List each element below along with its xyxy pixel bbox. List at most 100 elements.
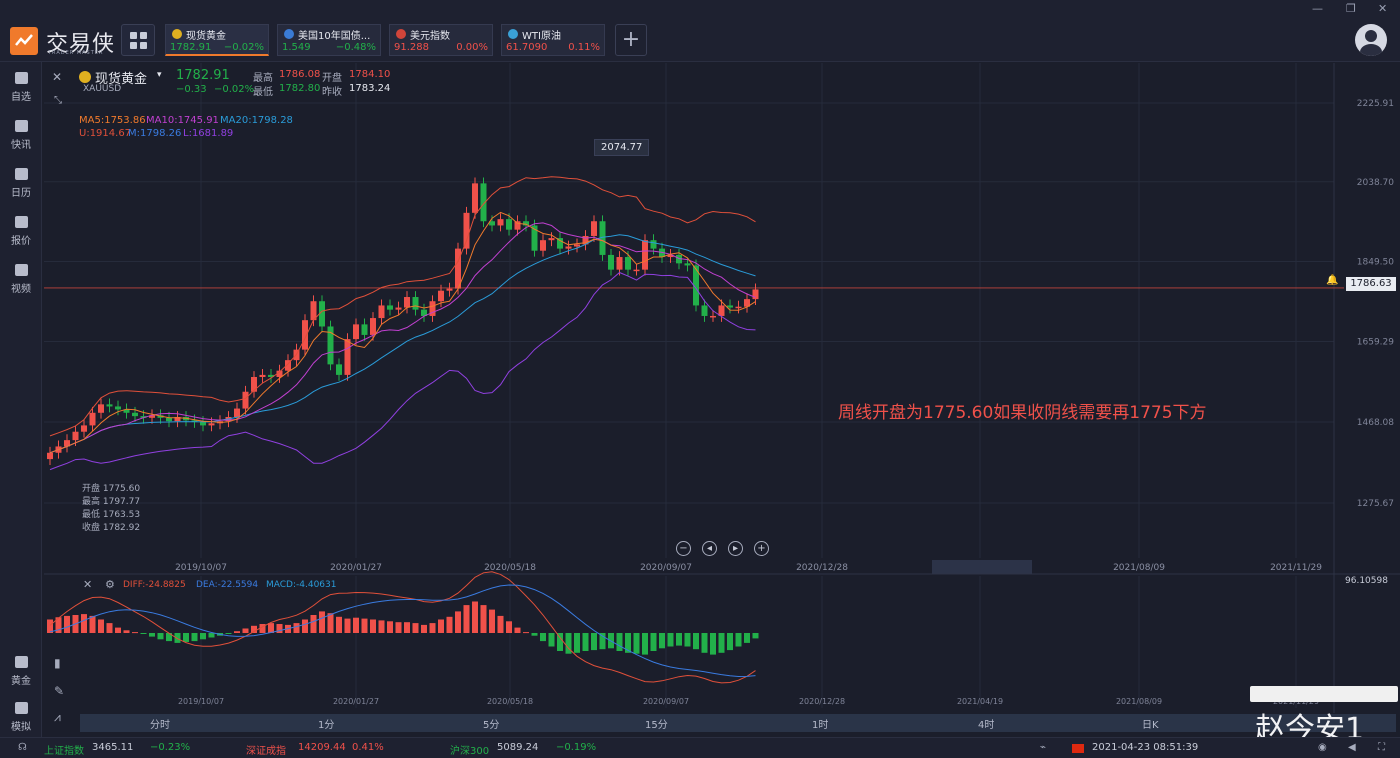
tab-3[interactable]: WTI原油 61.7090 0.11% — [501, 24, 605, 56]
timeframe-option[interactable]: 15分 — [645, 720, 668, 731]
minimize-icon[interactable]: — — [1312, 2, 1323, 15]
layout-grid-button[interactable] — [121, 24, 155, 56]
macd-bar — [174, 633, 181, 643]
macd-bar — [370, 619, 376, 633]
macd-bar — [149, 633, 155, 637]
sidebar-item-0[interactable]: 自选 — [0, 72, 42, 103]
ohlc-low: 最低 1763.53 — [82, 510, 141, 520]
scroll-left-button[interactable]: ◂ — [702, 541, 717, 556]
macd-bar — [166, 633, 172, 642]
zoom-in-button[interactable]: + — [754, 541, 769, 556]
sidebar-item-2[interactable]: 日历 — [0, 168, 42, 199]
close-icon[interactable]: ✕ — [1378, 2, 1388, 15]
collapse-icon[interactable]: ⤡ — [54, 95, 62, 106]
signal-icon[interactable]: ⌁ — [1040, 742, 1047, 753]
macd-bar — [64, 615, 70, 633]
sidebar-item-4[interactable]: 视频 — [0, 264, 42, 295]
crosshair-date-bg — [932, 560, 1032, 574]
sidebar-item-3[interactable]: 报价 — [0, 216, 42, 247]
chart-area[interactable]: 2225.91 2038.70 1849.50 1659.29 1468.08 1275.… — [44, 63, 1400, 737]
timeframe-option[interactable]: 1分 — [318, 720, 335, 731]
candle — [166, 417, 172, 422]
sidebar-item-6[interactable]: 模拟 — [0, 702, 42, 733]
candle — [480, 183, 487, 222]
candle — [718, 305, 725, 316]
candle — [191, 420, 198, 423]
macd-bar — [421, 624, 427, 633]
instrument-dropdown-icon[interactable]: ▾ — [157, 70, 162, 80]
sidebar-item-5[interactable]: 黄金 — [0, 656, 42, 687]
video-icon — [14, 264, 28, 276]
macd-bar — [548, 633, 555, 647]
candle — [438, 290, 444, 302]
add-tab-button[interactable]: + — [615, 24, 647, 56]
macd-value-label: MACD:-4.40631 — [266, 580, 337, 590]
boll-middle-label: M:1798.26 — [128, 128, 182, 139]
candle — [285, 360, 291, 371]
macd-dea-label: DEA:-22.5594 — [196, 580, 259, 590]
sidebar-item-1[interactable]: 快讯 — [0, 120, 42, 151]
line-chart-icon[interactable]: ⩘ — [54, 710, 61, 724]
tab-2[interactable]: 美元指数 91.288 0.00% — [389, 24, 493, 56]
candle — [344, 339, 351, 375]
tab-change: −0.48% — [335, 42, 376, 53]
candle — [650, 240, 657, 249]
macd-diff-label: DIFF:-24.8825 — [123, 580, 186, 590]
macd-x-tick-label: 2019/10/07 — [178, 697, 224, 706]
candle — [98, 404, 104, 413]
macd-bar — [701, 633, 708, 653]
top-bar: 交易侠 TRADER MASTER 现货黄金 1782.91 −0.02% 美国10年… — [0, 0, 1400, 62]
tab-label: 美国10年国债... — [298, 31, 371, 42]
macd-bar — [395, 622, 402, 633]
sidebar-item-label: 黄金 — [11, 676, 31, 687]
timeframe-option[interactable]: 分时 — [150, 720, 170, 731]
timeframe-option[interactable]: 日K — [1142, 720, 1159, 731]
instrument-name[interactable]: 现货黄金 — [95, 72, 148, 87]
chart-canvas[interactable]: 2225.91 2038.70 1849.50 1659.29 1468.08 1275.… — [44, 63, 1400, 737]
candle — [421, 309, 427, 316]
macd-bar — [327, 613, 334, 633]
macd-bar — [387, 621, 393, 633]
candle — [565, 246, 572, 249]
macd-bar — [106, 623, 113, 633]
timeframe-option[interactable]: 1时 — [812, 720, 829, 731]
close-macd-icon[interactable]: ✕ — [83, 578, 93, 591]
scroll-right-button[interactable]: ▸ — [728, 541, 743, 556]
macd-bar — [234, 631, 240, 633]
user-avatar[interactable] — [1355, 24, 1387, 56]
macd-bar — [497, 615, 504, 633]
tab-0[interactable]: 现货黄金 1782.91 −0.02% — [165, 24, 269, 56]
candle — [735, 306, 742, 309]
macd-x-tick-label: 2020/05/18 — [487, 697, 533, 706]
avatar-body — [1360, 44, 1382, 56]
tab-change: 0.11% — [568, 42, 600, 53]
candle — [599, 221, 606, 255]
fullscreen-icon[interactable]: ⛶ — [1378, 742, 1385, 753]
settings-icon[interactable]: ⚙ — [105, 578, 115, 591]
sidebar-item-label: 模拟 — [11, 722, 31, 733]
candle — [557, 238, 563, 249]
candle — [727, 305, 733, 308]
high-value: 1786.08 — [279, 69, 321, 80]
sh-index-value: 3465.11 — [92, 742, 134, 753]
candle — [676, 254, 682, 264]
headset-icon[interactable]: ☊ — [18, 742, 27, 753]
candle — [353, 324, 359, 340]
macd-bar — [667, 633, 674, 647]
camera-icon[interactable]: ◉ — [1318, 742, 1327, 753]
macd-bar — [616, 633, 623, 651]
tab-1[interactable]: 美国10年国债... 1.549 −0.48% — [277, 24, 381, 56]
timeframe-option[interactable]: 4时 — [978, 720, 995, 731]
macd-bar — [319, 611, 325, 633]
zoom-out-button[interactable]: − — [676, 541, 691, 556]
indicator-bars-icon[interactable]: ▮ — [54, 656, 61, 670]
mute-icon[interactable]: ◀ — [1348, 742, 1356, 753]
candle — [463, 212, 470, 249]
bell-icon[interactable]: 🔔 — [1326, 275, 1339, 286]
timeframe-option[interactable]: 5分 — [483, 720, 500, 731]
restore-icon[interactable]: ❐ — [1346, 2, 1356, 15]
macd-bar — [353, 617, 359, 633]
draw-pen-icon[interactable]: ✎ — [54, 684, 65, 698]
close-chart-icon[interactable]: ✕ — [52, 70, 63, 84]
sh-index-change: −0.23% — [150, 742, 191, 753]
